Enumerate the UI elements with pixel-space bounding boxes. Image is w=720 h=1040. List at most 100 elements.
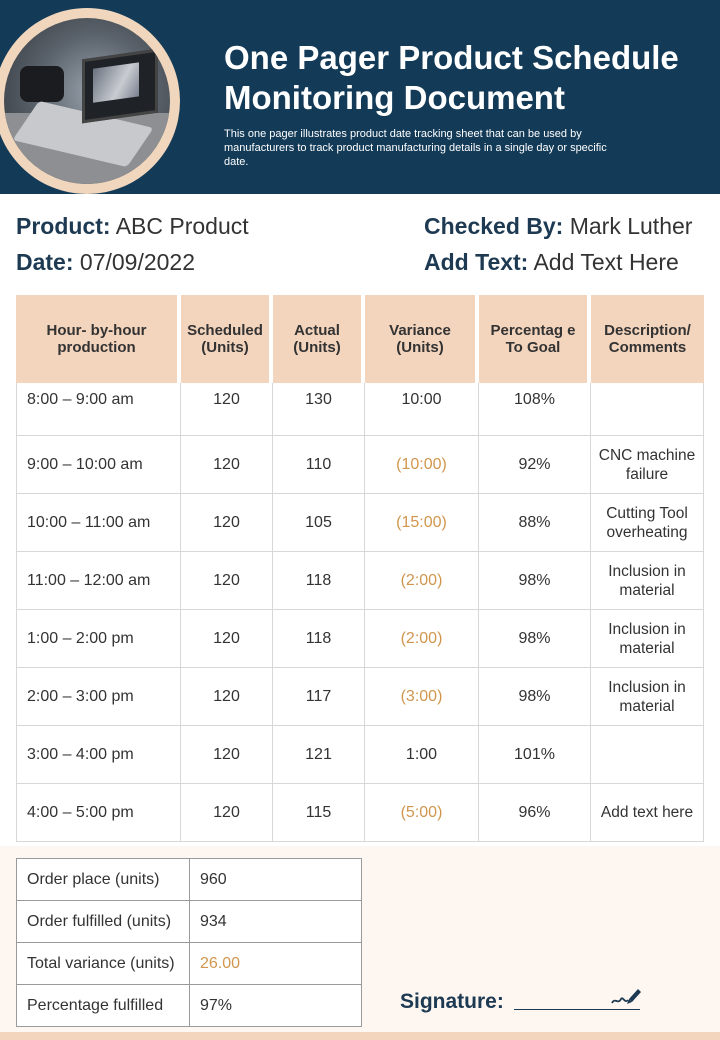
variance-cell: (2:00) [365,552,479,610]
product-field: Product: ABC Product [16,213,249,240]
table-row: 8:00 – 9:00 am 120 130 10:00 108% [16,383,704,436]
variance-cell: 1:00 [365,726,479,784]
percent-cell: 108% [479,383,591,436]
percent-cell: 98% [479,610,591,668]
summary-row: Order fulfilled (units) 934 [16,900,362,943]
table-row: 10:00 – 11:00 am 120 105 (15:00) 88% Cut… [16,494,704,552]
header-description: Description/ Comments [591,295,704,383]
product-label: Product: [16,213,111,239]
summary-table: Order place (units) 960 Order fulfilled … [16,858,362,1027]
product-value: ABC Product [115,213,249,239]
actual-cell: 105 [273,494,365,552]
scheduled-cell: 120 [181,494,273,552]
scheduled-cell: 120 [181,668,273,726]
camera-icon [20,66,64,102]
signature-line[interactable] [514,1009,640,1010]
summary-row: Total variance (units) 26.00 [16,942,362,985]
hour-cell: 10:00 – 11:00 am [16,494,181,552]
date-label: Date: [16,249,74,275]
percent-cell: 88% [479,494,591,552]
description-cell: Cutting Tool overheating [591,494,704,552]
header-banner: One Pager Product Schedule Monitoring Do… [0,0,720,194]
date-value: 07/09/2022 [79,249,196,275]
actual-cell: 118 [273,552,365,610]
summary-label: Total variance (units) [16,942,190,985]
laptop-photo-frame [0,8,180,194]
scheduled-cell: 120 [181,726,273,784]
production-schedule-table: Hour- by-hour production Scheduled (Unit… [16,295,704,842]
checked-by-label: Checked By: [424,213,564,239]
summary-label: Order place (units) [16,858,190,901]
description-cell: Add text here [591,784,704,842]
summary-label: Order fulfilled (units) [16,900,190,943]
hour-cell: 2:00 – 3:00 pm [16,668,181,726]
percent-cell: 98% [479,552,591,610]
description-cell: Inclusion in material [591,668,704,726]
header-variance: Variance (Units) [365,295,479,383]
description-cell: CNC machine failure [591,436,704,494]
table-row: 2:00 – 3:00 pm 120 117 (3:00) 98% Inclus… [16,668,704,726]
variance-cell: (2:00) [365,610,479,668]
hour-cell: 11:00 – 12:00 am [16,552,181,610]
scheduled-cell: 120 [181,552,273,610]
scheduled-cell: 120 [181,610,273,668]
header-scheduled: Scheduled (Units) [181,295,273,383]
percent-cell: 98% [479,668,591,726]
laptop-screen [82,48,158,124]
table-row: 3:00 – 4:00 pm 120 121 1:00 101% [16,726,704,784]
checked-by-value: Mark Luther [569,213,693,239]
signature-label: Signature: [400,990,504,1013]
summary-row: Percentage fulfilled 97% [16,984,362,1027]
percent-cell: 96% [479,784,591,842]
date-field: Date: 07/09/2022 [16,249,195,276]
header-hour: Hour- by-hour production [16,295,181,383]
description-cell [591,383,704,436]
table-row: 9:00 – 10:00 am 120 110 (10:00) 92% CNC … [16,436,704,494]
scheduled-cell: 120 [181,784,273,842]
add-text-field: Add Text: Add Text Here [424,249,679,276]
table-header-row: Hour- by-hour production Scheduled (Unit… [16,295,704,383]
add-text-label: Add Text: [424,249,529,275]
actual-cell: 117 [273,668,365,726]
actual-cell: 115 [273,784,365,842]
summary-value: 960 [189,858,362,901]
summary-value: 97% [189,984,362,1027]
percent-cell: 92% [479,436,591,494]
description-cell [591,726,704,784]
header-percentage: Percentag e To Goal [479,295,591,383]
description-cell: Inclusion in material [591,610,704,668]
laptop-photo [4,18,170,184]
summary-value: 26.00 [189,942,362,985]
variance-cell: (5:00) [365,784,479,842]
footer-bar [0,1032,720,1040]
pen-signature-icon [611,989,641,1004]
checked-by-field: Checked By: Mark Luther [424,213,692,240]
hour-cell: 9:00 – 10:00 am [16,436,181,494]
variance-cell: (10:00) [365,436,479,494]
hour-cell: 4:00 – 5:00 pm [16,784,181,842]
variance-cell: (3:00) [365,668,479,726]
summary-value: 934 [189,900,362,943]
hour-cell: 3:00 – 4:00 pm [16,726,181,784]
scheduled-cell: 120 [181,436,273,494]
hour-cell: 8:00 – 9:00 am [16,383,181,436]
page-title: One Pager Product Schedule Monitoring Do… [224,39,679,116]
actual-cell: 121 [273,726,365,784]
table-row: 4:00 – 5:00 pm 120 115 (5:00) 96% Add te… [16,784,704,842]
percent-cell: 101% [479,726,591,784]
variance-cell: (15:00) [365,494,479,552]
summary-label: Percentage fulfilled [16,984,190,1027]
variance-cell: 10:00 [365,383,479,436]
actual-cell: 130 [273,383,365,436]
description-cell: Inclusion in material [591,552,704,610]
scheduled-cell: 120 [181,383,273,436]
page-subtitle: This one pager illustrates product date … [224,128,607,168]
table-row: 11:00 – 12:00 am 120 118 (2:00) 98% Incl… [16,552,704,610]
actual-cell: 110 [273,436,365,494]
hour-cell: 1:00 – 2:00 pm [16,610,181,668]
header-actual: Actual (Units) [273,295,365,383]
summary-row: Order place (units) 960 [16,858,362,901]
add-text-value: Add Text Here [533,249,679,275]
actual-cell: 118 [273,610,365,668]
table-row: 1:00 – 2:00 pm 120 118 (2:00) 98% Inclus… [16,610,704,668]
